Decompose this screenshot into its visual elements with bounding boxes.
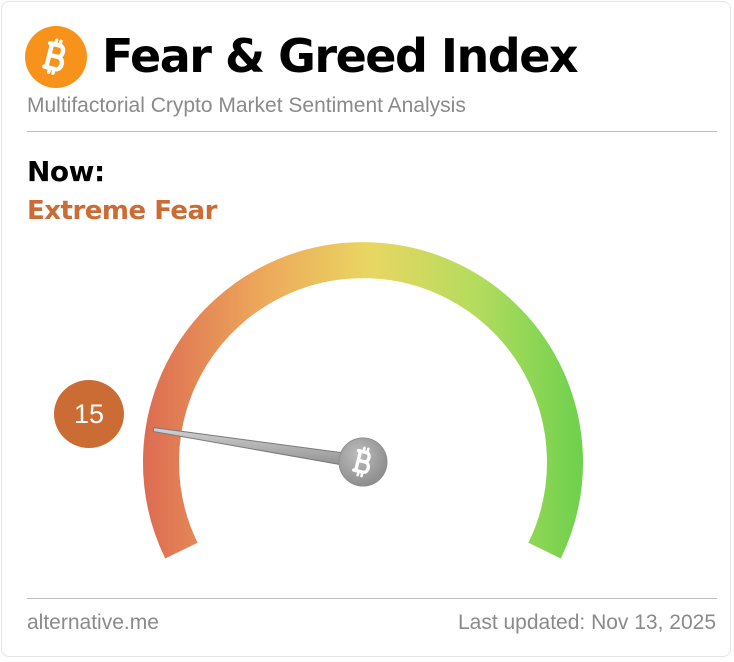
page-title: Fear & Greed Index (102, 29, 579, 83)
now-label: Now: (27, 155, 105, 188)
gauge-needle (152, 427, 365, 469)
bitcoin-icon (25, 26, 87, 88)
index-value-badge: 15 (54, 380, 124, 448)
needle-hub (338, 437, 388, 487)
gauge-arc (143, 242, 583, 559)
footer-divider (27, 598, 717, 599)
source-link[interactable]: alternative.me (27, 611, 159, 634)
sentiment-classification: Extreme Fear (27, 196, 217, 226)
last-updated: Last updated: Nov 13, 2025 (457, 611, 716, 634)
bitcoin-icon (352, 446, 371, 478)
header-divider (27, 131, 717, 132)
page-subtitle: Multifactorial Crypto Market Sentiment A… (27, 94, 466, 117)
